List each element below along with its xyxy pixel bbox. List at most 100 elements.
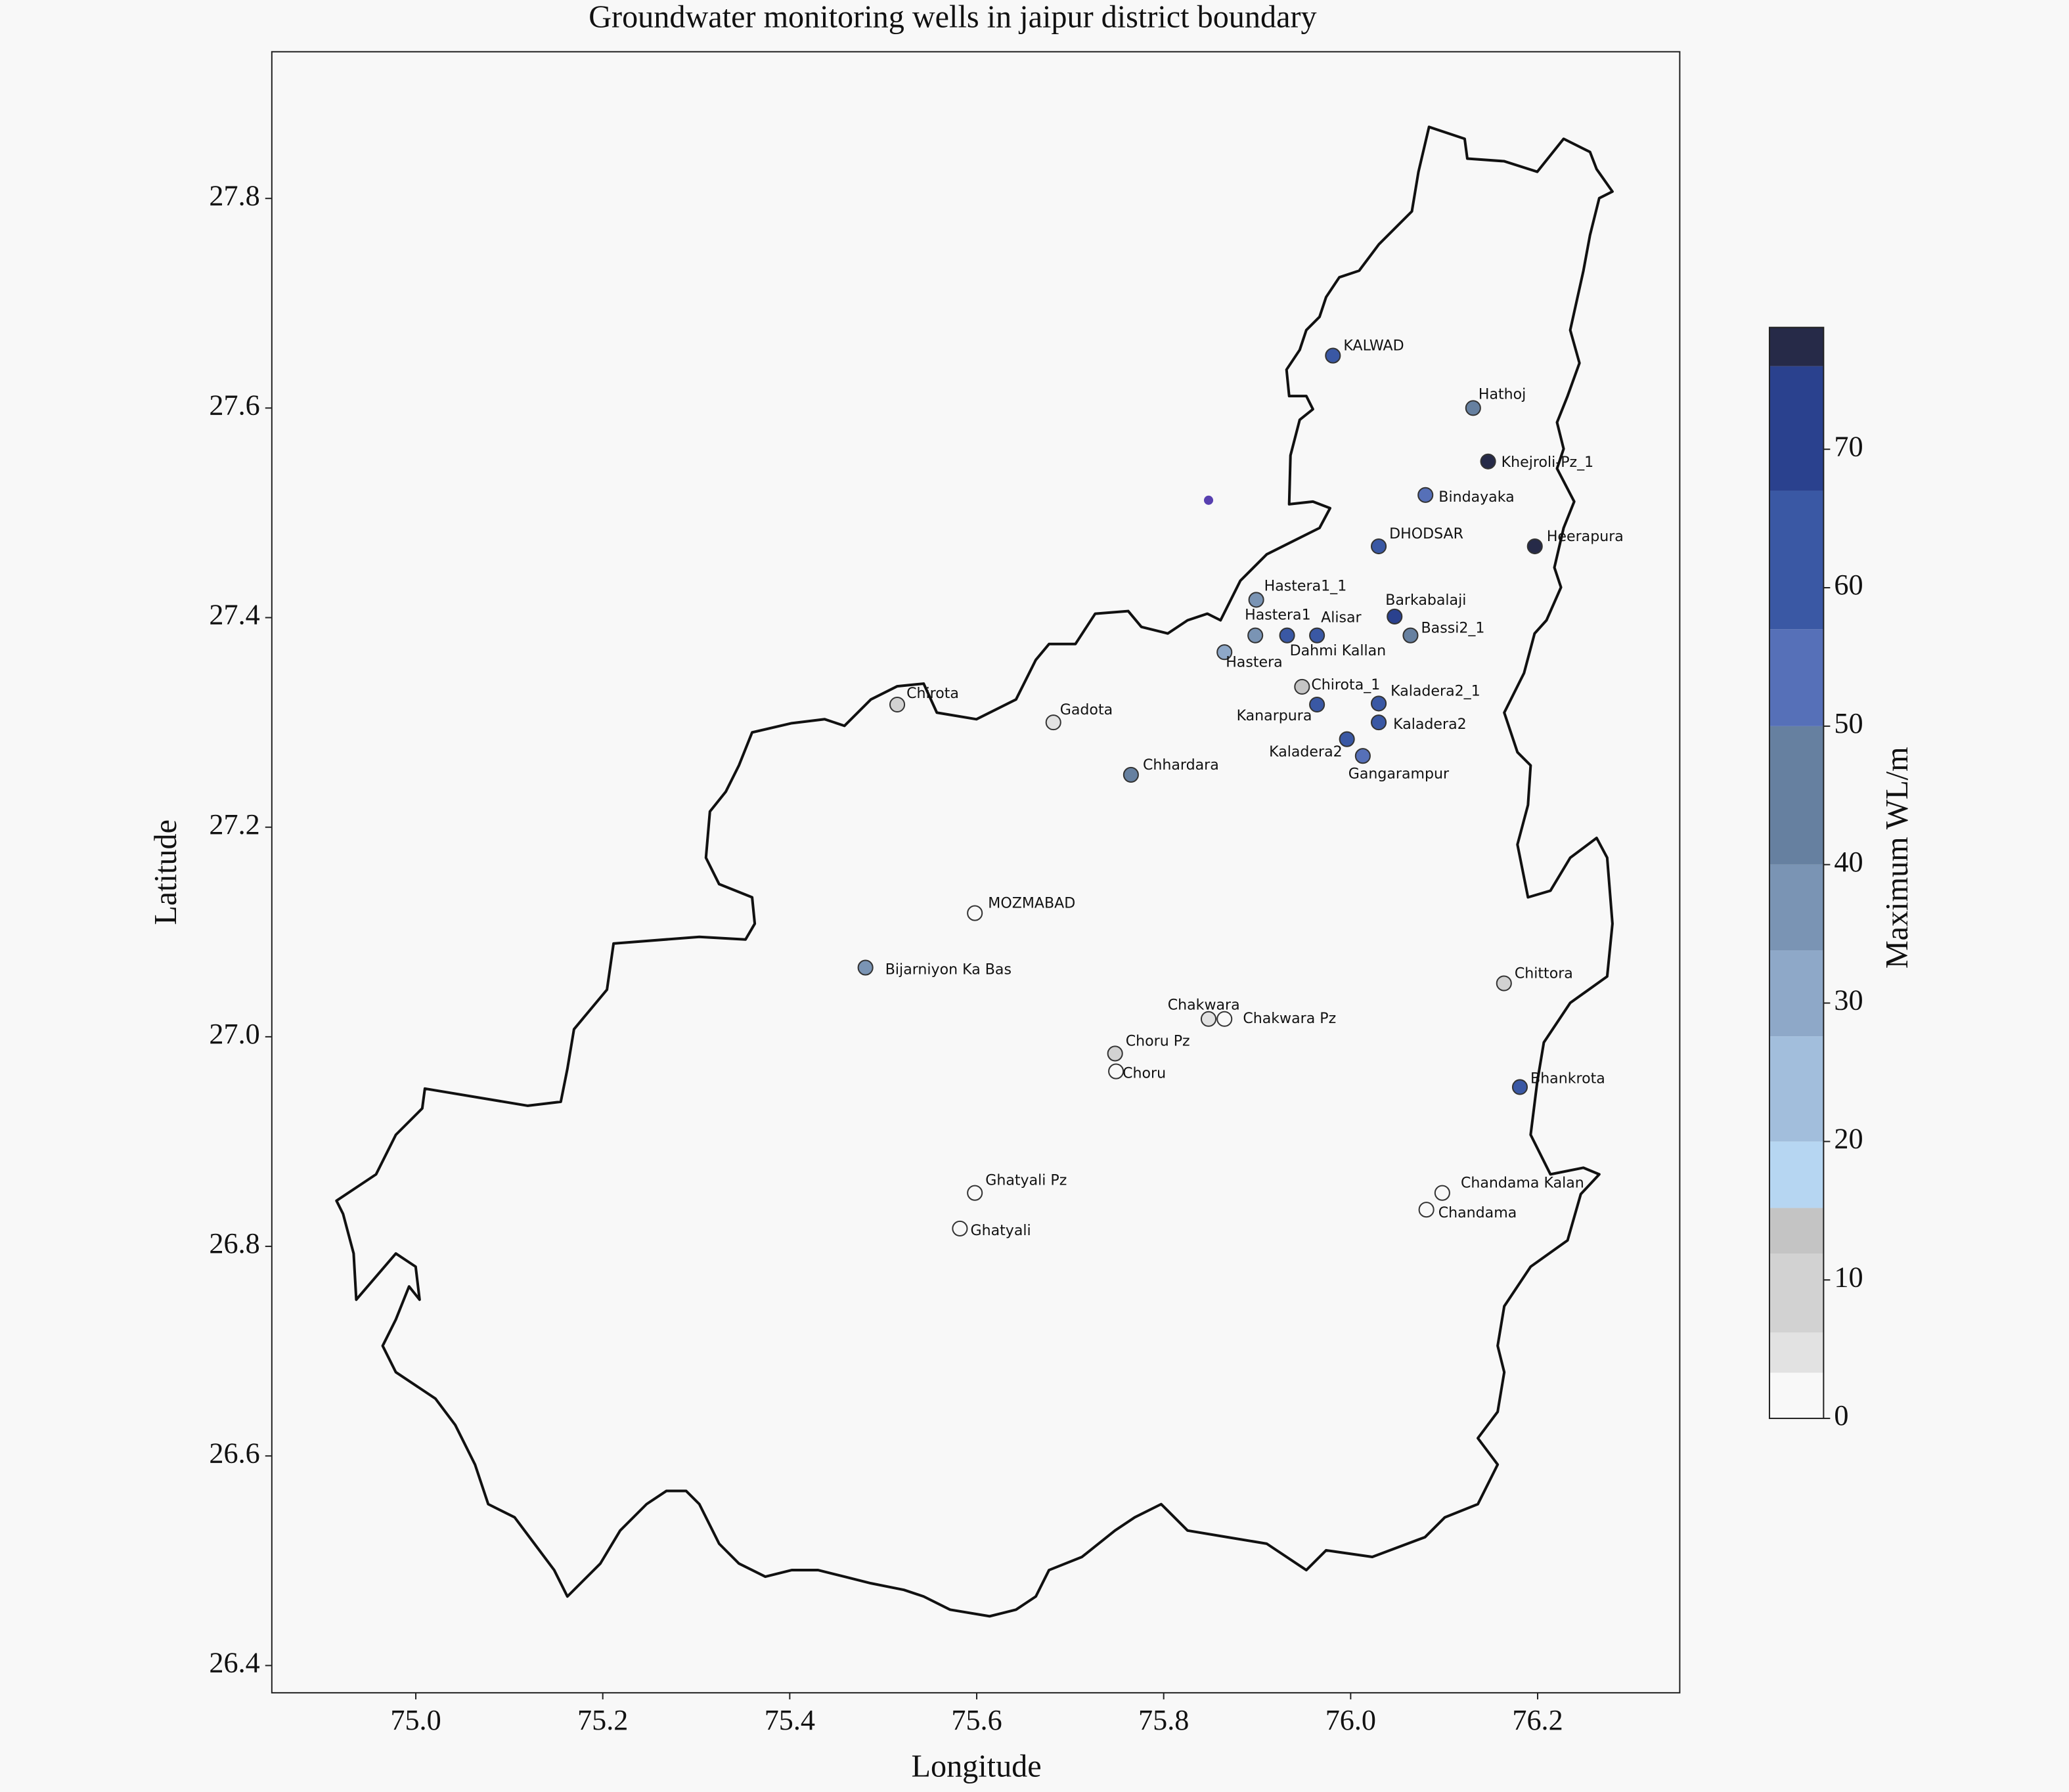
x-tick-label: 75.8	[1138, 1704, 1189, 1736]
x-tick-label: 76.2	[1512, 1704, 1563, 1736]
colorbar-segment	[1769, 1208, 1824, 1254]
well-point	[1371, 695, 1387, 712]
colorbar-tick-label: 20	[1834, 1123, 1863, 1155]
y-tick-label: 27.4	[209, 599, 259, 631]
well-label: KALWAD	[1343, 338, 1404, 355]
colorbar-segment	[1769, 629, 1824, 726]
colorbar-segment	[1769, 327, 1824, 366]
well-label: Kaladera2	[1269, 743, 1343, 760]
colorbar-tick-label: 40	[1834, 846, 1863, 878]
well-point	[1108, 1063, 1124, 1080]
y-tick-label: 27.2	[209, 808, 259, 841]
well-label: Chittora	[1515, 965, 1573, 982]
colorbar-segment	[1769, 1254, 1824, 1333]
well-label: Gadota	[1060, 701, 1113, 718]
well-point	[1309, 696, 1325, 713]
well-point	[1526, 538, 1543, 555]
well-point	[889, 696, 906, 713]
well-point	[1418, 1202, 1435, 1218]
colorbar-tick-label: 70	[1834, 430, 1863, 462]
well-point	[1417, 487, 1434, 503]
well-point	[1309, 627, 1325, 644]
well-label: Alisar	[1321, 609, 1362, 626]
colorbar-tick-label: 30	[1834, 984, 1863, 1016]
well-label: Bassi2_1	[1421, 620, 1485, 637]
well-label: Chhardara	[1143, 756, 1219, 774]
colorbar-segment	[1769, 1141, 1824, 1208]
well-label: Hastera1_1	[1264, 577, 1347, 594]
well-label: Chakwara Pz	[1243, 1010, 1336, 1027]
colorbar-label: Maximum WL/m	[1880, 747, 1915, 969]
x-tick-label: 75.4	[765, 1704, 815, 1736]
well-point	[857, 959, 874, 976]
well-point	[1387, 608, 1403, 625]
well-label: Hastera1	[1245, 607, 1311, 624]
colorbar-segment	[1769, 726, 1824, 865]
x-axis-label: Longitude	[912, 1749, 1042, 1783]
well-point	[1354, 748, 1371, 764]
well-label: MOZMABAD	[988, 895, 1075, 912]
district-boundary	[335, 125, 1614, 1618]
well-point	[1123, 766, 1139, 783]
y-tick-label: 27.6	[209, 389, 259, 422]
well-point	[1107, 1045, 1123, 1062]
colorbar-segment	[1769, 491, 1824, 630]
well-label: Khejroli-Pz_1	[1502, 454, 1594, 471]
well-point	[1247, 627, 1264, 644]
well-label: Ghatyali Pz	[985, 1172, 1067, 1189]
well-point	[1339, 731, 1355, 747]
well-label: Choru	[1123, 1065, 1166, 1082]
colorbar-segment	[1769, 864, 1824, 951]
colorbar-segment	[1769, 366, 1824, 491]
x-tick-label: 75.2	[577, 1704, 628, 1736]
x-tick-label: 75.0	[390, 1704, 441, 1736]
well-label: Chandama Kalan	[1461, 1175, 1584, 1192]
y-axis-label: Latitude	[148, 820, 183, 925]
well-label: Heerapura	[1547, 528, 1624, 545]
well-point	[1402, 627, 1419, 644]
colorbar-tick-label: 60	[1834, 569, 1863, 601]
well-label: Choru Pz	[1126, 1032, 1190, 1049]
well-label: Bijarniyon Ka Bas	[885, 961, 1012, 978]
well-point	[967, 1185, 983, 1201]
well-point	[1371, 714, 1387, 731]
plot-frame	[271, 51, 1681, 1694]
well-label: Kanarpura	[1237, 707, 1312, 724]
y-tick-label: 27.8	[209, 179, 259, 211]
well-point	[1511, 1079, 1528, 1095]
well-point	[952, 1220, 968, 1236]
well-label: Chandama	[1438, 1204, 1517, 1221]
chart-title: Groundwater monitoring wells in jaipur d…	[589, 0, 1316, 35]
well-point	[1216, 644, 1233, 661]
colorbar-segment	[1769, 1372, 1824, 1419]
well-label: Barkabalaji	[1385, 592, 1466, 609]
well-label: Ghatyali	[970, 1222, 1031, 1239]
well-point	[1216, 1011, 1233, 1027]
point	[1203, 495, 1214, 505]
x-tick-label: 75.6	[951, 1704, 1002, 1736]
well-point	[1465, 400, 1481, 416]
well-point	[1294, 678, 1310, 695]
well-label: Dahmi Kallan	[1290, 642, 1387, 659]
colorbar-tick-label: 10	[1834, 1261, 1863, 1293]
x-tick-label: 76.0	[1325, 1704, 1376, 1736]
y-tick-label: 26.6	[209, 1437, 259, 1469]
well-label: DHODSAR	[1389, 525, 1463, 542]
well-point	[1248, 592, 1264, 608]
colorbar-tick-label: 0	[1834, 1399, 1848, 1431]
colorbar-segment	[1769, 1036, 1824, 1142]
well-point	[1279, 627, 1295, 644]
colorbar-segment	[1769, 950, 1824, 1037]
well-label: Chirota_1	[1311, 676, 1380, 693]
well-label: Chakwara	[1168, 997, 1240, 1014]
well-point	[1496, 975, 1512, 992]
well-label: Bindayaka	[1438, 489, 1514, 506]
well-label: Hastera	[1226, 653, 1282, 670]
well-point	[1480, 453, 1496, 470]
y-tick-label: 26.4	[209, 1647, 259, 1679]
well-label: Kaladera2_1	[1390, 682, 1480, 699]
well-point	[1045, 714, 1061, 731]
well-point	[967, 905, 983, 921]
colorbar-frame	[1768, 326, 1825, 1420]
